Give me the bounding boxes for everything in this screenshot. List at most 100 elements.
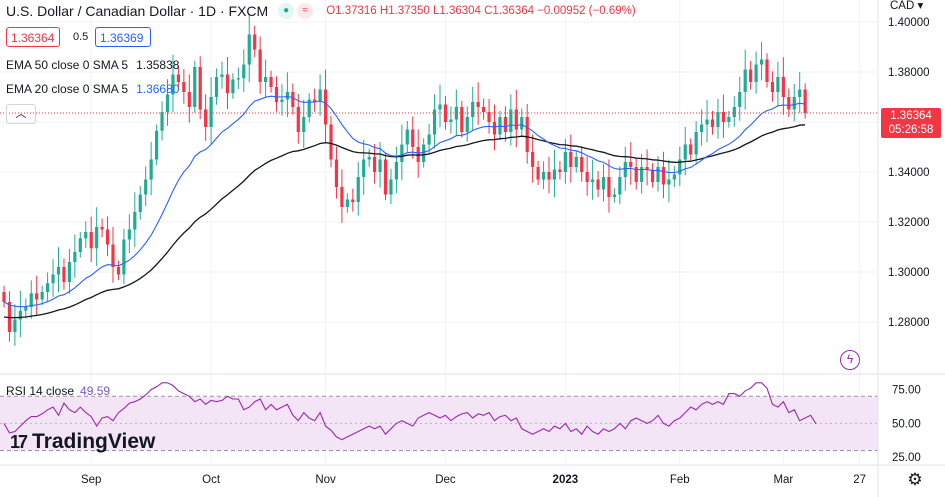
ema20-line [3,95,806,308]
candle-body [144,179,148,195]
candle-body [531,152,535,167]
candle-body [716,112,720,127]
candle-body [754,64,758,82]
candle-body [242,64,246,79]
candle-body [67,262,71,282]
candle-body [100,227,104,230]
y-tick-label: 1.38000 [888,67,930,79]
chart-header: U.S. Dollar / Canadian Dollar · 1D · FXC… [6,2,636,20]
x-tick-label: 27 [853,474,866,486]
candle-body [612,194,616,197]
candle-body [231,79,235,94]
wave-icon[interactable]: ≈ [297,3,314,19]
candle-body [672,174,676,180]
candle-body [694,132,698,155]
gear-icon[interactable]: ⚙ [907,470,923,489]
candle-body [770,82,775,92]
y-tick-label: 1.32000 [888,217,930,229]
x-tick-label: Dec [435,474,456,486]
candle-body [258,49,262,82]
candle-body [732,107,736,117]
indicator-lines [0,95,878,441]
candle-body [149,159,153,180]
candle-body [155,130,159,160]
candle-body [449,119,453,122]
sell-price-button[interactable]: 1.36364 [6,27,60,47]
candle-body [705,119,709,125]
candle-body [640,167,644,182]
lightning-icon[interactable]: ϟ [840,350,860,370]
candle-body [803,89,807,113]
rsi-tick-label: 75.00 [892,385,921,397]
ohlc-readout: O1.37316 H1.37350 L1.36304 C1.36364 −0.0… [326,5,636,17]
logo-text: TradingView [32,430,156,453]
candle-body [160,112,164,131]
current-price-badge: 1.36364 05:26:58 [881,108,941,138]
candle-body [187,92,191,107]
candle-body [667,179,671,185]
candle-body [62,267,66,282]
candle-body [569,152,573,167]
x-tick-label: Nov [315,474,336,486]
rsi-band [0,395,878,451]
market-open-icon[interactable]: ● [278,3,295,19]
candle-body [558,169,562,172]
candle-body [601,177,606,190]
y-tick-label: 1.30000 [888,267,930,279]
candle-body [580,157,584,172]
buy-price-button[interactable]: 1.36369 [95,27,151,47]
candle-body [351,199,355,202]
candle-body [798,89,802,97]
candle-body [78,238,82,252]
candle-body [416,147,420,162]
candle-body [792,97,796,110]
candle-body [264,77,268,82]
candle-body [73,252,77,262]
currency-label: CAD ▾ [890,0,923,12]
candle-body [89,232,93,249]
candle-body [721,112,725,122]
candle-body [634,167,638,182]
candle-body [394,162,398,180]
candle-body [503,117,507,132]
candle-body [133,212,137,230]
candle-body [220,74,224,77]
chevron-up-icon[interactable]: ︿ [6,104,36,124]
candle-body [13,319,17,332]
ema50-legend[interactable]: EMA 50 close 0 SMA 5 1.35838 [6,58,179,72]
tradingview-logo[interactable]: 17 TradingView [10,430,155,454]
candle-body [585,172,589,182]
candle-body [280,99,284,102]
x-tick-label: Sep [81,474,101,486]
y-tick-label: 1.40000 [888,17,930,29]
candle-body [776,77,780,92]
candle-body [645,167,649,170]
candle-body [487,112,491,122]
candle-body [122,239,126,275]
candle-body [302,117,306,132]
candle-body [781,77,785,97]
candle-body [427,134,431,145]
candle-body [787,97,791,110]
candle-body [46,283,50,292]
candlestick-series [2,14,807,346]
candle-body [520,117,524,130]
candle-body [285,92,289,100]
ema20-label: EMA 20 close 0 SMA 5 [6,82,129,96]
rsi-tick-label: 25.00 [892,452,921,464]
candle-body [329,124,333,160]
candle-body [443,104,448,122]
rsi-line [3,382,817,441]
candle-body [749,69,753,82]
candle-body [683,144,687,160]
ema20-legend[interactable]: EMA 20 close 0 SMA 5 1.36680 [6,82,179,96]
y-tick-label: 1.28000 [888,317,930,329]
symbol-title[interactable]: U.S. Dollar / Canadian Dollar · 1D · FXC… [6,3,269,19]
candle-body [171,74,175,95]
candle-body [738,92,742,107]
x-tick-label: Oct [202,474,221,486]
rsi-legend[interactable]: RSI 14 close 49.59 [6,384,110,398]
rsi-value: 49.59 [80,384,111,398]
candle-body [743,69,747,92]
